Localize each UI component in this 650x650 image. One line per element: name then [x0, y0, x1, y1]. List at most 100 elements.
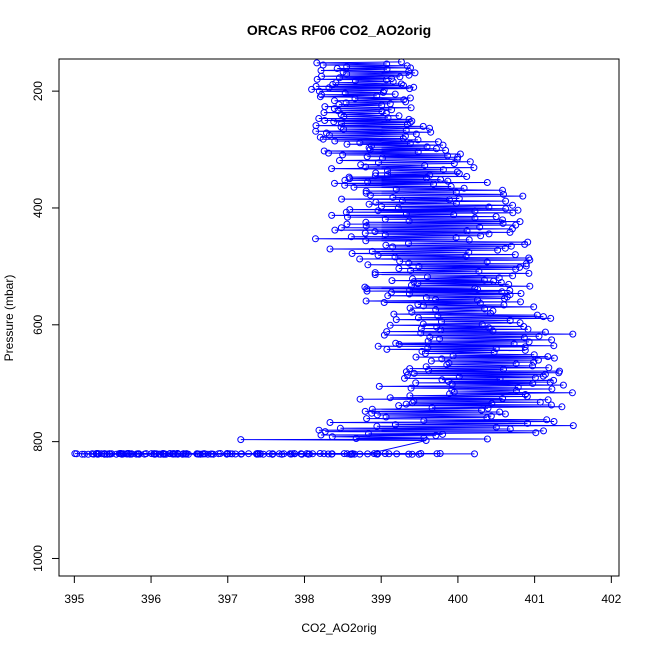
data-point — [490, 277, 497, 285]
data-point — [569, 330, 577, 338]
data-point — [496, 375, 504, 383]
data-point — [319, 135, 327, 143]
data-point — [438, 376, 446, 384]
data-point — [407, 104, 415, 112]
data-point — [343, 140, 351, 148]
data-point — [424, 337, 432, 345]
data-point — [526, 282, 534, 290]
data-point — [426, 124, 433, 132]
data-point — [559, 381, 567, 389]
data-point — [477, 232, 485, 240]
data-point — [439, 430, 447, 438]
data-point — [392, 339, 400, 347]
data-point — [430, 180, 437, 188]
data-point — [463, 173, 471, 180]
data-point — [350, 183, 358, 191]
data-point — [402, 98, 410, 106]
data-point — [383, 328, 391, 336]
data-point — [388, 106, 396, 114]
data-point — [365, 144, 373, 152]
data-point — [331, 179, 338, 187]
data-point — [483, 179, 491, 186]
data-point — [364, 178, 372, 186]
data-point — [535, 332, 543, 340]
data-point — [509, 209, 517, 217]
data-point — [436, 335, 444, 343]
data-point — [313, 59, 321, 67]
data-point — [351, 95, 359, 103]
data-point — [408, 281, 415, 289]
data-point — [501, 295, 508, 302]
data-point — [333, 65, 341, 72]
data-point — [530, 351, 538, 359]
data-point — [453, 168, 461, 176]
data-point — [452, 188, 460, 196]
data-point — [373, 422, 381, 430]
data-point — [547, 314, 555, 322]
data-point — [312, 127, 320, 135]
data-point — [368, 405, 376, 413]
data-point — [532, 429, 540, 437]
data-point — [432, 296, 440, 303]
data-point — [550, 376, 558, 384]
data-point — [471, 450, 478, 458]
data-point — [118, 450, 126, 458]
data-point — [150, 450, 158, 458]
data-point — [411, 69, 419, 77]
data-point — [408, 308, 416, 316]
x-tick-label: 399 — [371, 592, 391, 606]
data-point — [418, 347, 426, 355]
data-point — [209, 450, 217, 458]
data-point — [406, 392, 414, 400]
x-tick-label: 396 — [141, 592, 161, 606]
data-point — [405, 259, 413, 267]
data-point — [356, 139, 364, 147]
data-point — [555, 369, 563, 377]
data-point — [400, 96, 408, 104]
data-point — [328, 433, 336, 441]
data-point — [278, 450, 286, 458]
data-point — [193, 450, 201, 458]
data-point — [455, 373, 463, 381]
data-point — [337, 224, 345, 232]
data-point — [446, 390, 454, 398]
data-point — [419, 320, 427, 328]
data-point — [548, 336, 556, 344]
data-point — [356, 450, 364, 458]
data-point — [432, 432, 440, 440]
data-point — [382, 76, 390, 84]
data-point — [439, 166, 447, 174]
data-point — [543, 416, 551, 424]
data-point — [414, 148, 422, 156]
data-point — [371, 172, 379, 180]
y-tick-label: 800 — [31, 431, 45, 451]
data-point — [320, 450, 328, 458]
data-point — [506, 287, 514, 294]
data-point — [379, 154, 386, 162]
data-point — [321, 428, 329, 436]
data-point — [362, 189, 370, 197]
data-point — [524, 419, 531, 427]
data-point — [363, 153, 371, 161]
data-point — [338, 195, 346, 203]
data-point — [402, 400, 410, 408]
data-point — [480, 276, 488, 284]
data-point — [378, 202, 385, 210]
data-point — [356, 255, 364, 263]
data-point — [374, 207, 382, 215]
data-point — [374, 251, 382, 259]
data-point — [452, 199, 460, 207]
data-point — [388, 277, 396, 285]
data-point — [371, 271, 379, 279]
data-point — [397, 80, 405, 88]
data-point — [392, 185, 400, 193]
data-point — [395, 402, 403, 410]
data-point — [344, 213, 351, 221]
x-tick-label: 400 — [448, 592, 468, 606]
data-point — [215, 450, 222, 458]
data-point — [371, 269, 379, 277]
data-point — [497, 279, 505, 286]
data-point — [450, 160, 458, 167]
data-point — [414, 279, 422, 287]
data-point — [385, 450, 393, 458]
